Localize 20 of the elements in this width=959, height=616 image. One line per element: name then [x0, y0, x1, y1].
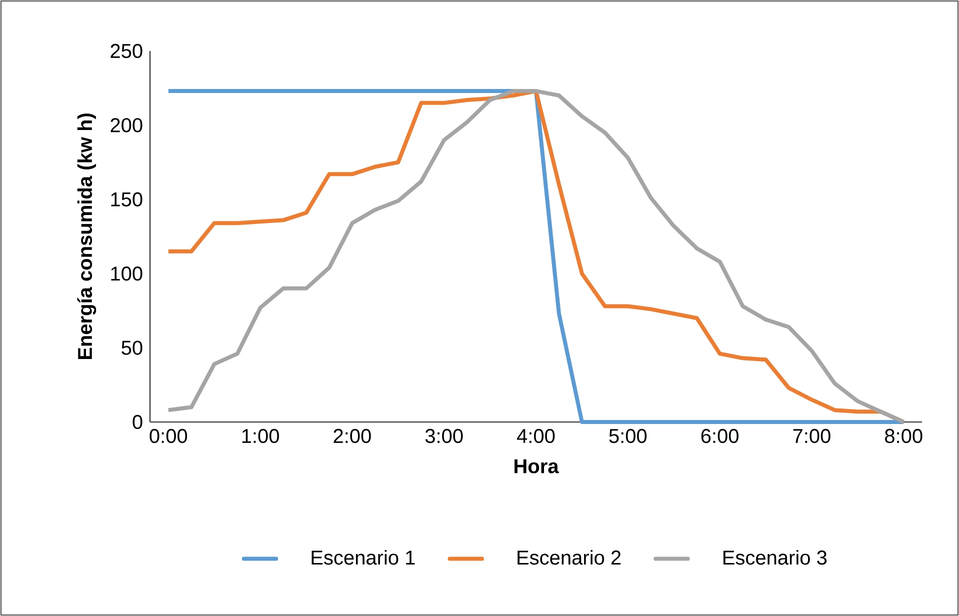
x-tick-label: 8:00 [885, 428, 922, 444]
legend-label: Escenario 2 [518, 550, 621, 565]
x-tick-label: 6:00 [701, 428, 738, 444]
y-tick-label: 250 [110, 44, 142, 58]
x-tick-label: 2:00 [334, 428, 371, 444]
x-tick-label: 3:00 [425, 428, 463, 444]
x-tick-label: 4:00 [517, 428, 555, 444]
y-tick-label: 200 [110, 118, 142, 132]
x-tick-label: 5:00 [609, 428, 647, 444]
y-tick-label: 0 [132, 414, 142, 430]
y-axis-title: Energía consumida (kw h) [77, 114, 96, 360]
x-tick-label: 1:00 [242, 428, 279, 444]
y-tick-label: 150 [111, 192, 142, 206]
x-tick-label: 7:00 [793, 428, 830, 444]
legend-label: Escenario 1 [312, 550, 415, 565]
legend-label: Escenario 3 [723, 550, 827, 565]
x-tick-label: 0:00 [150, 428, 188, 444]
y-tick-label: 50 [122, 340, 142, 355]
x-axis-title: Hora [514, 459, 559, 474]
y-tick-label: 100 [111, 266, 142, 281]
